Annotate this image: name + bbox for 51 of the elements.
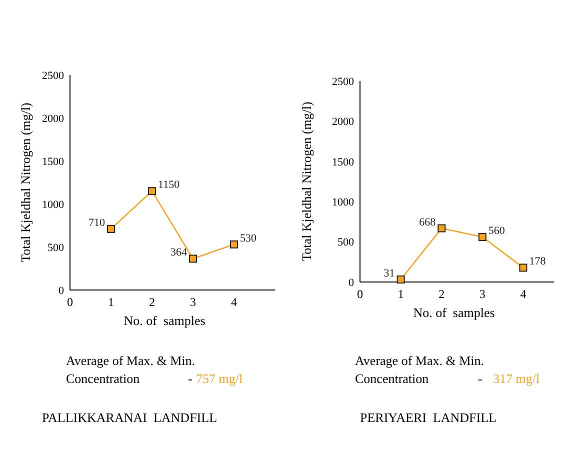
text: Average of Max. & Min. <box>355 353 484 368</box>
point <box>148 187 156 196</box>
x-tick-label: 2 <box>438 287 445 301</box>
text: 317 mg/l <box>493 371 540 386</box>
y-tick-label: 2000 <box>332 116 354 128</box>
text: - <box>478 371 482 386</box>
x-tick-label: 4 <box>520 287 526 301</box>
y-tick-label: 1000 <box>332 196 354 208</box>
text: Average of Max. & Min. <box>66 353 196 368</box>
y-tick-label: 500 <box>48 242 64 254</box>
y-tick-label: 1000 <box>42 198 64 211</box>
x-axis-title: No. of samples <box>124 313 206 328</box>
y-tick-label: 1500 <box>42 156 64 168</box>
point <box>107 224 115 233</box>
x-tick-label: 1 <box>108 295 114 309</box>
y-tick-label: 1500 <box>332 156 354 168</box>
text: Concentration <box>66 371 140 386</box>
x-tick-label: 2 <box>149 295 155 309</box>
text: PALLIKKARANAI LANDFILL <box>42 410 218 425</box>
y-tick-label: 2000 <box>42 112 64 125</box>
data-label: 1150 <box>158 179 180 192</box>
x-tick-label: 0 <box>67 295 73 309</box>
data-label: 668 <box>419 216 436 228</box>
point <box>438 224 446 232</box>
y-axis-title: Total Kjeldhal Nitrogen (mg/l) <box>299 102 314 262</box>
y-tick-label: 0 <box>348 276 354 289</box>
y-tick-label: 2500 <box>42 70 64 82</box>
y-tick-label: 2500 <box>332 76 354 88</box>
data-label: 364 <box>170 246 188 259</box>
text: 757 mg/l <box>196 371 243 386</box>
y-axis-title: Total Kjeldhal Nitrogen (mg/l) <box>18 102 33 262</box>
text: Concentration <box>355 371 430 386</box>
x-tick-label: 3 <box>190 295 196 309</box>
text: PERIYAERI LANDFILL <box>360 410 497 425</box>
point <box>189 254 197 263</box>
data-label: 178 <box>529 256 546 268</box>
data-label: 560 <box>488 224 506 237</box>
x-tick-label: 0 <box>357 287 363 301</box>
point <box>519 264 528 272</box>
data-label: 31 <box>384 268 395 280</box>
point <box>478 232 486 241</box>
x-tick-label: 3 <box>479 287 486 301</box>
y-tick-label: 500 <box>338 236 354 249</box>
data-label: 530 <box>240 232 257 244</box>
x-axis-title: No. of samples <box>413 305 495 320</box>
x-tick-label: 1 <box>398 287 404 301</box>
point <box>396 276 405 284</box>
data-label: 710 <box>88 216 106 229</box>
text: - <box>188 371 192 386</box>
point <box>230 240 238 248</box>
x-tick-label: 4 <box>231 295 237 309</box>
